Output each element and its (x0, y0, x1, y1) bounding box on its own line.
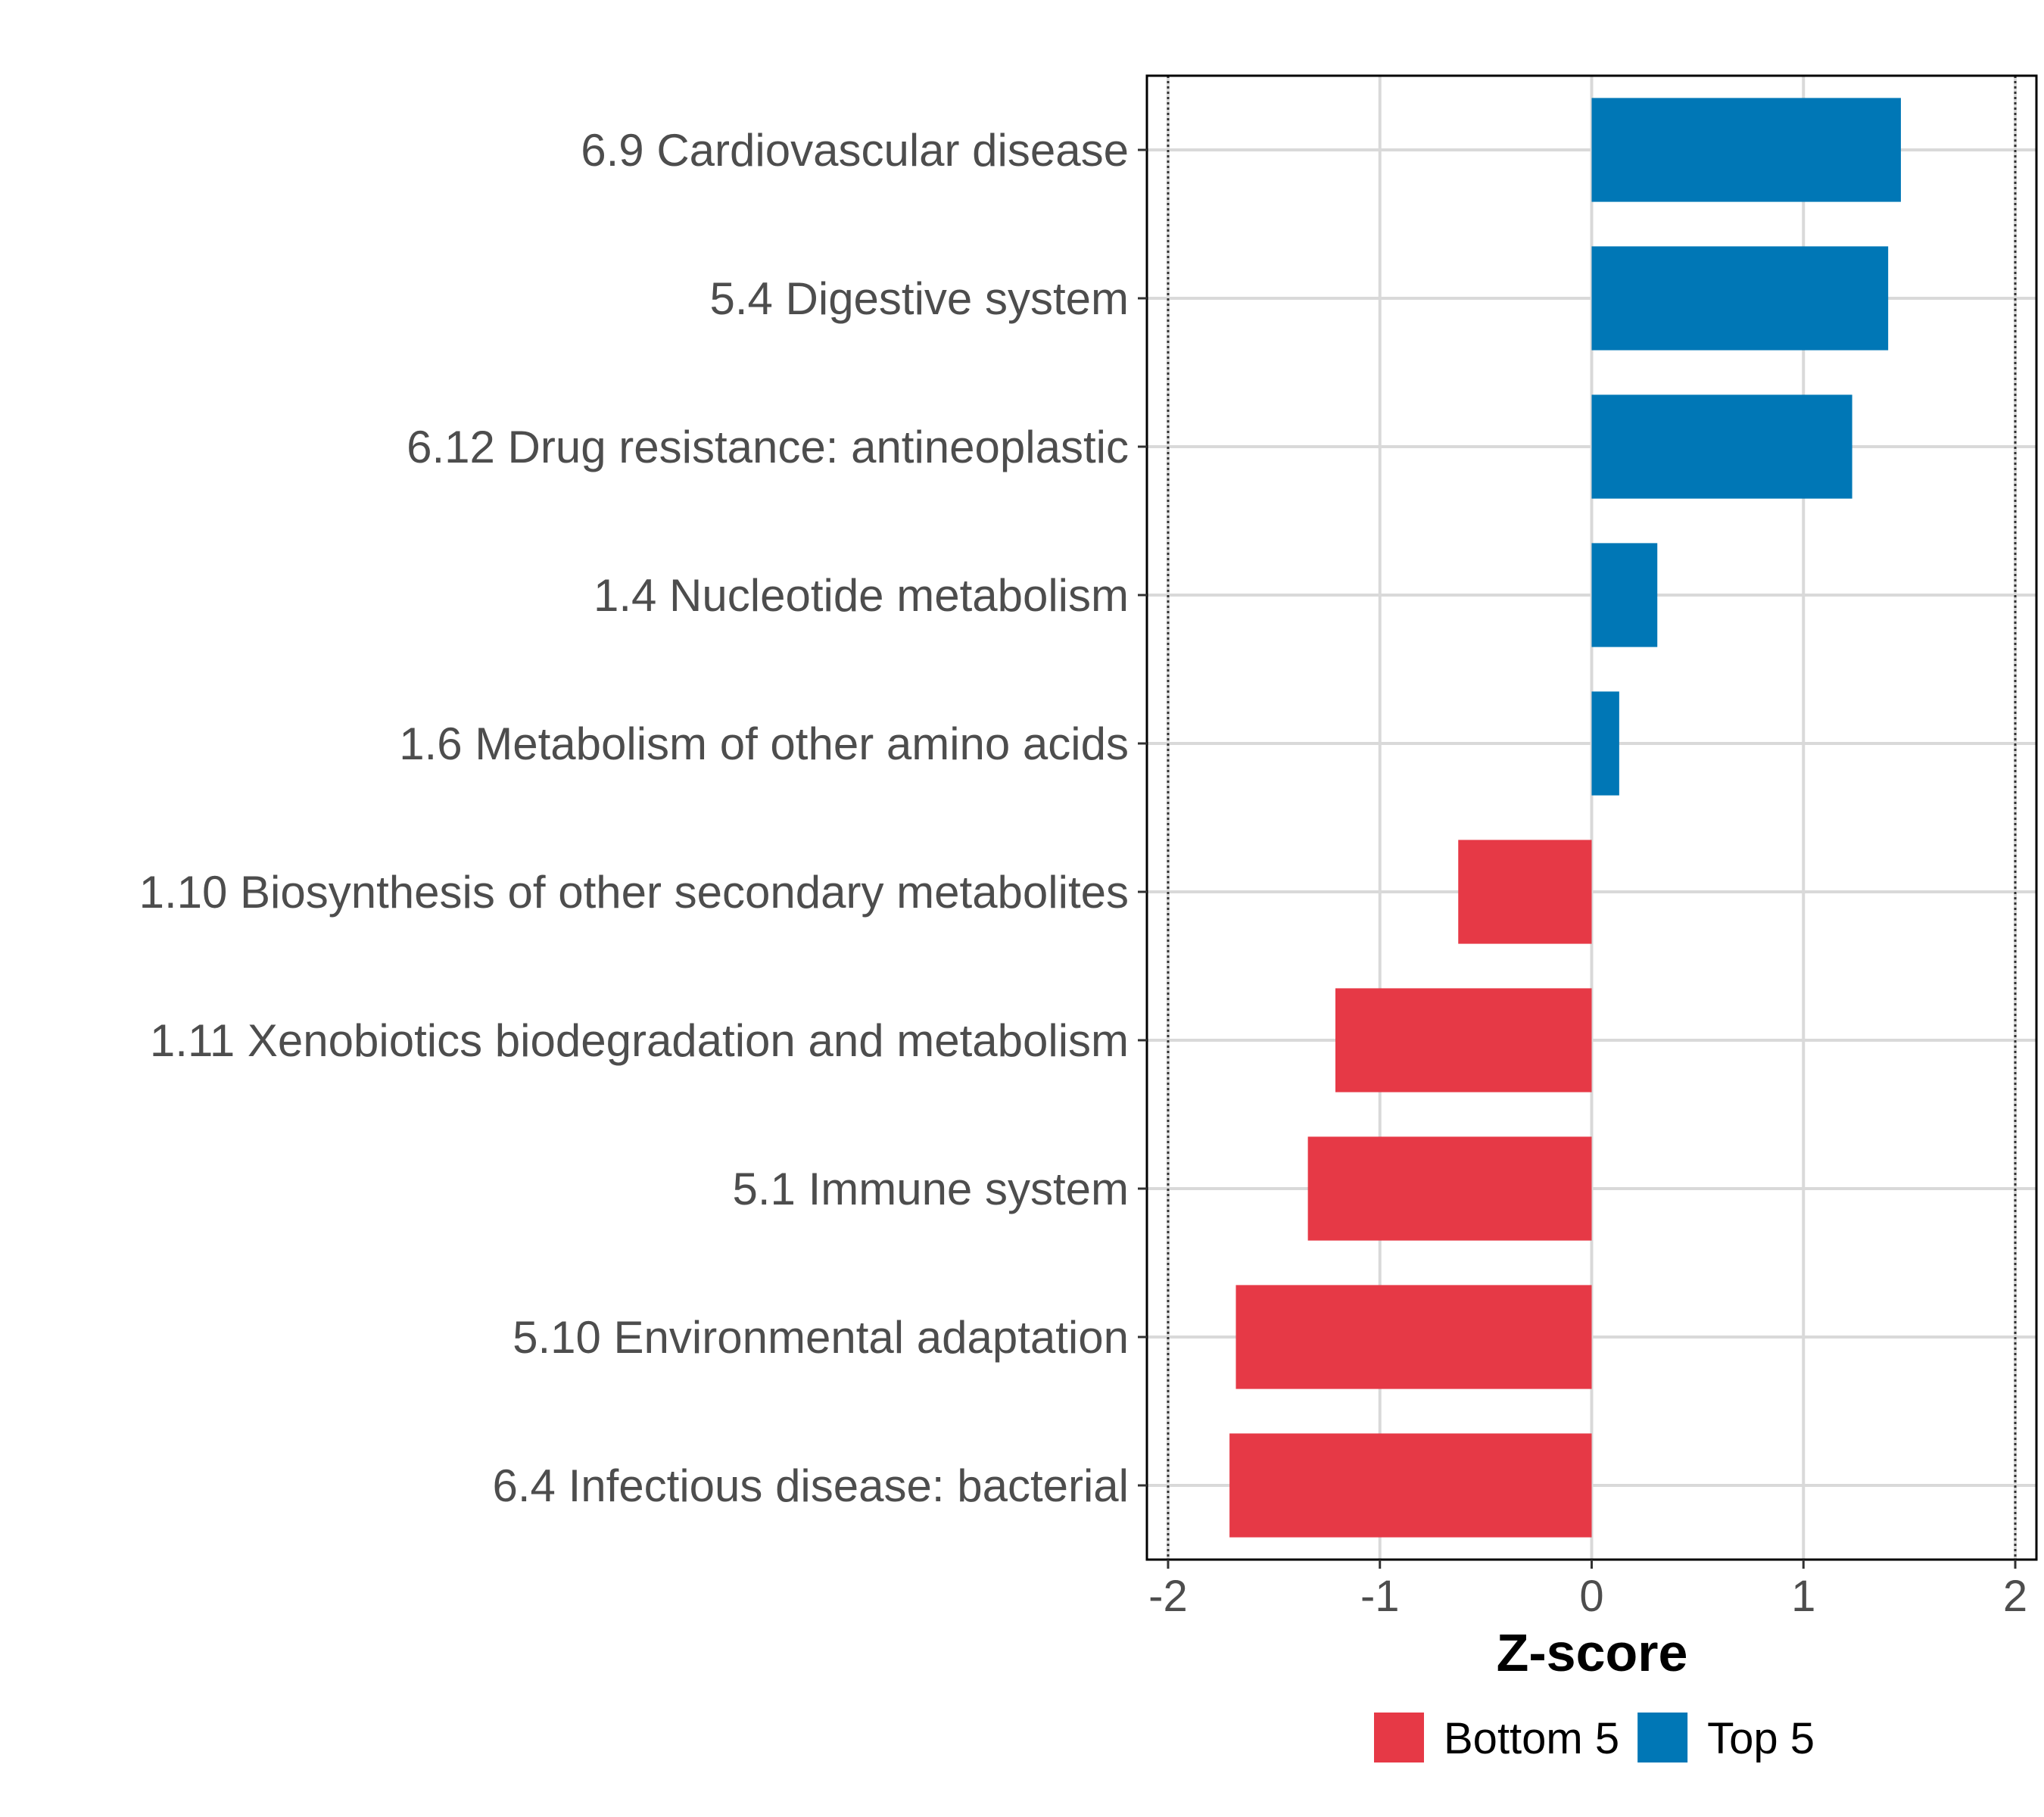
x-axis-ticks: -2 -1 0 1 2 (1148, 1560, 2027, 1621)
bar-1-10-biosynthesis-of-other-secondary-metabolites (1458, 840, 1592, 944)
x-tick-label: 1 (1791, 1572, 1815, 1621)
category-label-6-4-infectious-disease-bacterial: 6.4 Infectious disease: bacterial (493, 1460, 1129, 1511)
category-label-5-4-digestive-system: 5.4 Digestive system (709, 273, 1129, 324)
bar-6-12-drug-resistance-antineoplastic (1591, 394, 1852, 499)
legend: Bottom 5 Top 5 (1374, 1713, 1815, 1763)
reference-lines (1167, 76, 2017, 1560)
bar-1-11-xenobiotics-biodegradation-and-metabolism (1335, 988, 1592, 1092)
x-tick-label: 2 (2003, 1572, 2027, 1621)
x-tick-label: -1 (1360, 1572, 1400, 1621)
bars (1229, 98, 1901, 1538)
category-label-1-6-metabolism-of-other-amino-acids: 1.6 Metabolism of other amino acids (399, 718, 1129, 769)
category-label-5-1-immune-system: 5.1 Immune system (732, 1164, 1129, 1214)
legend-label-top-5: Top 5 (1707, 1714, 1815, 1763)
category-label-1-4-nucleotide-metabolism: 1.4 Nucleotide metabolism (594, 570, 1129, 621)
x-tick-label: -2 (1148, 1572, 1188, 1621)
category-label-6-12-drug-resistance-antineoplastic: 6.12 Drug resistance: antineoplastic (407, 422, 1129, 472)
bar-1-4-nucleotide-metabolism (1591, 543, 1658, 647)
category-label-1-11-xenobiotics-biodegradation-and-metabolism: 1.11 Xenobiotics biodegradation and meta… (150, 1015, 1129, 1066)
legend-swatch-bottom-5 (1374, 1713, 1424, 1762)
bar-6-9-cardiovascular-disease (1591, 98, 1901, 202)
bar-1-6-metabolism-of-other-amino-acids (1591, 691, 1619, 796)
x-axis-title: Z-score (1497, 1623, 1688, 1682)
bar-5-4-digestive-system (1591, 246, 1889, 351)
legend-label-bottom-5: Bottom 5 (1444, 1714, 1619, 1763)
x-tick-label: 0 (1579, 1572, 1603, 1621)
category-label-5-10-environmental-adaptation: 5.10 Environmental adaptation (513, 1312, 1129, 1363)
legend-swatch-top-5 (1637, 1713, 1688, 1762)
y-axis-category-labels: 6.9 Cardiovascular disease 5.4 Digestive … (139, 125, 1129, 1511)
y-axis-ticks (1138, 148, 1147, 1487)
bar-5-1-immune-system (1307, 1136, 1592, 1241)
bar-5-10-environmental-adaptation (1235, 1285, 1592, 1389)
category-label-6-9-cardiovascular-disease: 6.9 Cardiovascular disease (581, 125, 1129, 176)
category-label-1-10-biosynthesis-of-other-secondary-metabolites: 1.10 Biosynthesis of other secondary met… (139, 867, 1129, 918)
bar-6-4-infectious-disease-bacterial (1229, 1433, 1592, 1538)
